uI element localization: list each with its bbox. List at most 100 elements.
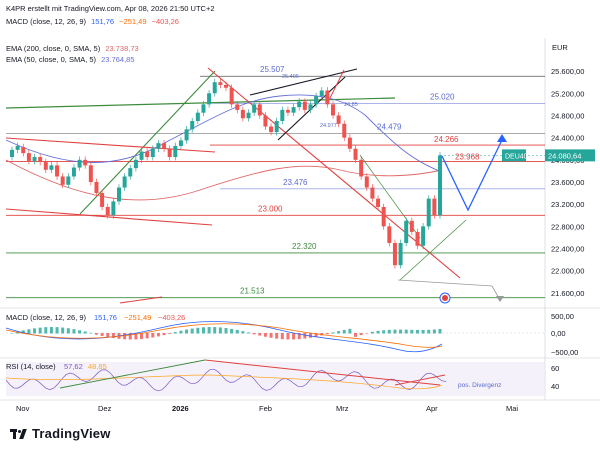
macd-histogram-bar	[123, 333, 127, 340]
candle-body	[162, 143, 167, 149]
price-tick: 24.400,00	[551, 134, 584, 143]
currency-label: EUR	[552, 43, 568, 52]
candle-body	[387, 226, 392, 243]
tradingview-logo[interactable]: TradingView	[10, 426, 111, 441]
macd-histogram-bar	[370, 331, 374, 334]
macd-histogram-bar	[145, 333, 149, 339]
candle-body	[71, 167, 76, 177]
macd-histogram-bar	[33, 328, 37, 334]
macd-histogram-bar	[156, 333, 160, 337]
candle-body	[83, 159, 88, 166]
macd-value: −251,49	[124, 313, 151, 322]
candle-body	[409, 220, 414, 232]
candle-body	[347, 137, 352, 149]
event-icon-dot	[442, 295, 448, 301]
macd-histogram-bar	[359, 333, 363, 336]
macd-histogram-bar	[21, 330, 25, 334]
candle-body	[359, 159, 364, 177]
trend-line	[204, 359, 441, 386]
candle-body	[274, 121, 279, 133]
level-label: 21.513	[240, 287, 265, 296]
arrow-head-icon	[496, 296, 504, 302]
macd-histogram-bar	[325, 333, 329, 335]
trend-line	[249, 68, 358, 96]
candle-body	[280, 109, 285, 121]
candle-body	[94, 182, 99, 194]
time-tick: Dez	[98, 404, 112, 413]
macd-histogram-bar	[100, 333, 104, 336]
ema50-line	[5, 94, 443, 173]
macd-histogram-bar	[331, 332, 335, 334]
macd-histogram-bar	[399, 329, 403, 334]
symbol-tag	[502, 149, 526, 162]
candle-body	[55, 165, 60, 177]
candle-body	[438, 155, 442, 216]
macd-header: MACD (close, 12, 26, 9) 151,76 −251,49 −…	[6, 17, 179, 26]
divergence-annotation: pos. Divergenz	[458, 382, 501, 389]
level-label: 22.320	[292, 242, 317, 251]
level-label: 23.000	[258, 204, 283, 213]
macd-histogram-bar	[365, 333, 369, 334]
forecast-line	[441, 139, 503, 212]
small-level-label: 25.406	[282, 74, 299, 80]
macd-histogram-bar	[275, 333, 279, 339]
macd-histogram-bar	[49, 327, 53, 334]
candle-body	[145, 151, 150, 158]
price-tick: 23.600,00	[551, 178, 584, 187]
candle-body	[432, 198, 437, 216]
tradingview-logo-icon	[10, 428, 28, 440]
candle-body	[235, 104, 240, 110]
candle-body	[291, 107, 296, 113]
candle-body	[331, 104, 335, 116]
candle-body	[381, 206, 386, 227]
candle-body	[26, 153, 31, 161]
time-tick: Mai	[506, 404, 518, 413]
macd-value: 151,76	[94, 313, 117, 322]
candle-body	[426, 198, 431, 227]
candle-body	[122, 176, 127, 188]
candle-body	[404, 220, 409, 243]
candle-body	[297, 101, 302, 108]
macd-histogram-bar	[38, 327, 42, 334]
candle-body	[246, 112, 251, 119]
macd-histogram-bar	[235, 329, 239, 334]
macd-histogram-bar	[427, 329, 431, 334]
macd-tick: 500,00	[551, 312, 574, 321]
level-label: 23.968	[455, 153, 480, 162]
candle-body	[111, 201, 116, 216]
level-label: 23.476	[283, 178, 308, 187]
candle-body	[100, 193, 105, 207]
forecast-arrow-icon	[497, 134, 507, 142]
candle-body	[173, 145, 178, 158]
symbol-tag-label: DEU40	[505, 153, 528, 160]
macd-histogram-bar	[72, 329, 76, 334]
candle-body	[325, 90, 330, 105]
macd-histogram-bar	[263, 333, 267, 337]
macd-histogram-bar	[78, 330, 82, 334]
rsi-value: 48,85	[88, 362, 107, 371]
candle-body	[314, 96, 319, 105]
candle-body	[88, 165, 93, 182]
candle-body	[178, 140, 183, 146]
candle-body	[32, 157, 37, 161]
level-label: 24.266	[434, 135, 459, 144]
macd-tick: −500,00	[551, 348, 578, 357]
candle-body	[77, 159, 82, 168]
macd-histogram-bar	[140, 333, 144, 340]
trend-line	[79, 70, 216, 215]
candle-body	[139, 151, 144, 160]
candle-body	[195, 112, 200, 121]
price-tick: 22.800,00	[551, 222, 584, 231]
price-tick: 21.600,00	[551, 289, 584, 298]
macd-value: −403,26	[158, 313, 185, 322]
level-label: 24.479	[377, 122, 402, 131]
candle-body	[308, 104, 313, 110]
macd-histogram-bar	[376, 330, 380, 334]
rsi-line	[5, 368, 447, 392]
trend-line	[59, 359, 206, 389]
candle-body	[421, 226, 426, 246]
candle-body	[364, 176, 369, 188]
level-label: 25.020	[430, 92, 455, 101]
macd-histogram-bar	[134, 333, 138, 340]
